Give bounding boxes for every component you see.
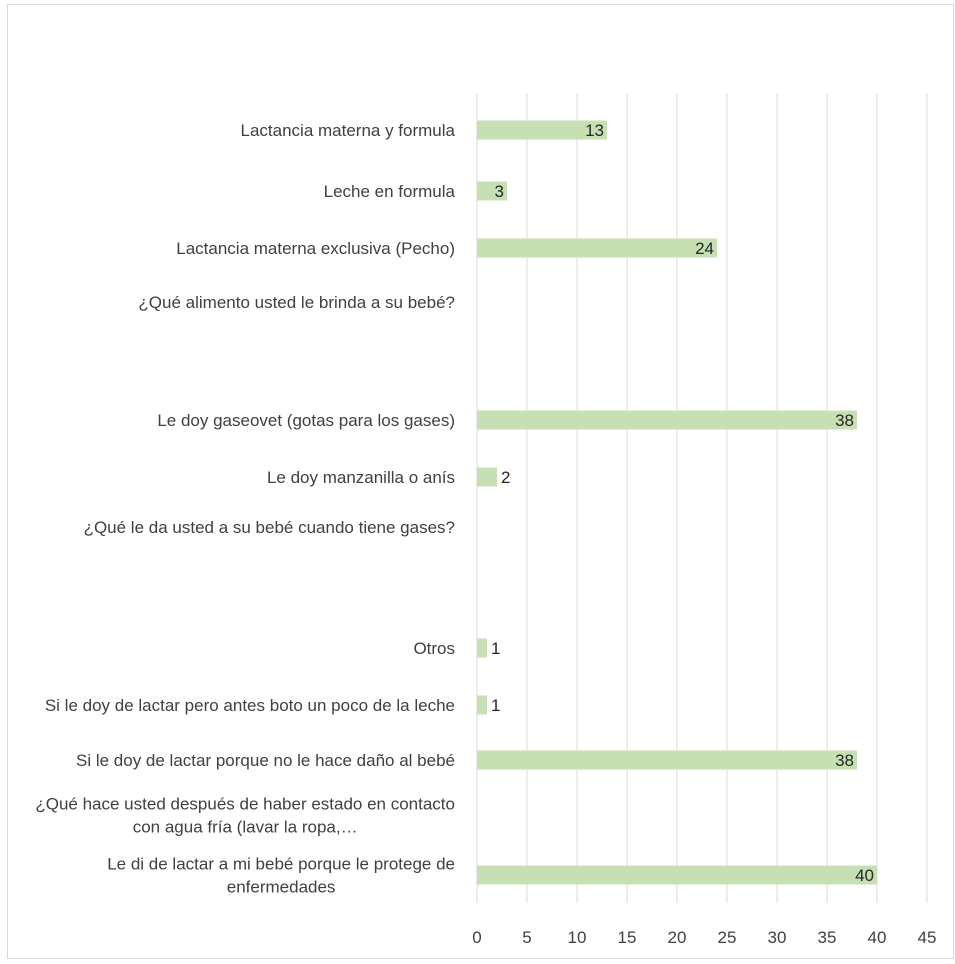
x-tick-label: 20: [668, 928, 687, 947]
category-labels: Lactancia materna y formula Leche en form…: [35, 121, 455, 897]
gridlines: [476, 93, 928, 903]
category-label: ¿Qué hace usted después de haber estado …: [35, 795, 455, 837]
x-tick-label: 30: [768, 928, 787, 947]
chart-frame: Lactancia materna y formula Leche en form…: [7, 4, 954, 959]
category-label: Leche en formula: [324, 182, 456, 201]
bar: [477, 750, 857, 770]
bar-value-label: 1: [491, 696, 500, 715]
bar-value-label: 38: [835, 751, 854, 770]
category-label: Otros: [413, 639, 455, 658]
x-axis-ticks: 0 5 10 15 20 25 30 35 40 45: [472, 928, 936, 947]
x-tick-label: 35: [818, 928, 837, 947]
bar: [477, 695, 487, 715]
x-tick-label: 5: [522, 928, 531, 947]
category-label: Lactancia materna exclusiva (Pecho): [176, 239, 455, 258]
category-label: ¿Qué le da usted a su bebé cuando tiene …: [84, 518, 455, 537]
bar: [477, 238, 717, 258]
category-label: Lactancia materna y formula: [241, 121, 456, 140]
x-tick-label: 15: [618, 928, 637, 947]
bar: [477, 638, 487, 658]
category-label: Si le doy de lactar porque no le hace da…: [76, 751, 455, 770]
bar-value-label: 3: [495, 182, 504, 201]
bar: [477, 120, 607, 140]
x-tick-label: 0: [472, 928, 481, 947]
x-tick-label: 10: [568, 928, 587, 947]
bar-value-label: 2: [501, 468, 510, 487]
x-tick-label: 25: [718, 928, 737, 947]
bar-value-label: 24: [695, 239, 714, 258]
bar: [477, 865, 877, 885]
category-label: Le doy manzanilla o anís: [267, 468, 455, 487]
bar-value-label: 40: [855, 866, 874, 885]
x-tick-label: 45: [918, 928, 937, 947]
category-label: Si le doy de lactar pero antes boto un p…: [45, 696, 455, 715]
bars: [477, 120, 877, 885]
bar: [477, 181, 507, 201]
bar: [477, 467, 497, 487]
data-labels: 13 3 24 38 2 1 1 38 40: [491, 121, 874, 885]
bar: [477, 410, 857, 430]
bar-value-label: 13: [585, 121, 604, 140]
bar-value-label: 1: [491, 639, 500, 658]
category-label: Le doy gaseovet (gotas para los gases): [157, 411, 455, 430]
bar-value-label: 38: [835, 411, 854, 430]
bar-chart: Lactancia materna y formula Leche en form…: [35, 93, 936, 947]
category-label: Le di de lactar a mi bebé porque le prot…: [107, 855, 455, 897]
x-tick-label: 40: [868, 928, 887, 947]
category-label: ¿Qué alimento usted le brinda a su bebé?: [138, 293, 455, 312]
